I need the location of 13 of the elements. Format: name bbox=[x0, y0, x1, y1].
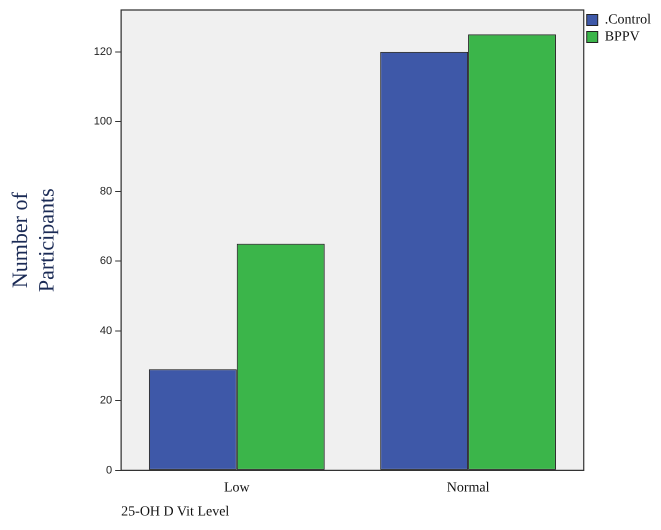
y-tick-label: 60 bbox=[100, 255, 112, 268]
y-tick-label: 80 bbox=[100, 185, 112, 198]
y-tick-label: 100 bbox=[94, 116, 112, 128]
y-tick-label: 40 bbox=[100, 324, 112, 337]
x-tick-label: Normal bbox=[446, 480, 490, 496]
y-axis-title: Number of Participants bbox=[6, 188, 58, 292]
y-tick-label: 20 bbox=[100, 394, 112, 407]
y-tick-label: 120 bbox=[94, 46, 112, 58]
y-tick-label: 0 bbox=[106, 464, 112, 476]
x-axis-title: 25-OH D Vit Level bbox=[121, 504, 230, 520]
x-tick-label: Low bbox=[224, 480, 251, 496]
legend-label: BPPV bbox=[604, 30, 640, 45]
legend-label: .Control bbox=[604, 12, 652, 28]
